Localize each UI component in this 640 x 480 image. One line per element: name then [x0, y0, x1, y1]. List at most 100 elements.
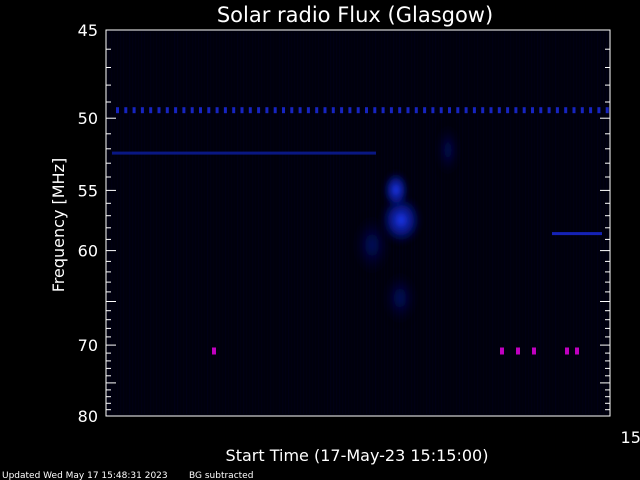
noise-stripe: [294, 32, 296, 414]
rfi-band: [298, 107, 302, 114]
rfi-band: [116, 107, 119, 114]
noise-stripe: [318, 32, 320, 414]
rfi-band: [539, 107, 543, 114]
rfi-band: [190, 107, 194, 114]
noise-stripe: [477, 32, 479, 414]
rfi-marker: [532, 347, 536, 355]
rfi-band: [232, 107, 236, 114]
rfi-band: [165, 107, 169, 114]
rfi-band: [398, 107, 402, 114]
noise-stripe: [336, 32, 338, 414]
noise-stripe: [444, 32, 446, 414]
burst-blob: [384, 272, 416, 324]
rfi-band: [564, 107, 568, 114]
noise-stripe: [498, 32, 500, 414]
rfi-band: [365, 107, 368, 114]
noise-stripe: [219, 32, 221, 414]
noise-stripe: [231, 32, 233, 414]
rfi-band: [572, 107, 576, 114]
noise-stripe: [441, 32, 443, 414]
rfi-band: [124, 107, 128, 114]
noise-stripe: [606, 32, 608, 414]
noise-stripe: [201, 32, 203, 414]
noise-stripe: [597, 32, 599, 414]
noise-stripe: [327, 32, 329, 414]
rfi-band: [497, 107, 501, 114]
noise-stripe: [162, 32, 164, 414]
noise-stripe: [174, 32, 176, 414]
rfi-band: [348, 107, 352, 114]
noise-stripe: [312, 32, 314, 414]
noise-stripe: [579, 32, 581, 414]
noise-stripe: [570, 32, 572, 414]
rfi-band: [199, 107, 202, 114]
rfi-band: [531, 107, 534, 114]
noise-stripe: [228, 32, 230, 414]
rfi-band: [472, 107, 476, 114]
rfi-band: [315, 107, 319, 114]
noise-stripe: [258, 32, 260, 414]
burst-blob: [354, 215, 390, 275]
plot-area: [106, 30, 610, 416]
noise-stripe: [426, 32, 428, 414]
noise-stripe: [582, 32, 584, 414]
rfi-band: [580, 107, 584, 114]
noise-stripe: [213, 32, 215, 414]
noise-stripe: [501, 32, 503, 414]
noise-stripe: [117, 32, 119, 414]
rfi-band: [597, 107, 601, 114]
noise-stripe: [189, 32, 191, 414]
rfi-band: [248, 107, 252, 114]
noise-stripe: [474, 32, 476, 414]
noise-stripe: [309, 32, 311, 414]
rfi-band: [140, 107, 144, 114]
chart-title: Solar radio Flux (Glasgow): [217, 3, 493, 27]
noise-stripe: [306, 32, 308, 414]
noise-stripe: [438, 32, 440, 414]
noise-stripe: [288, 32, 290, 414]
rfi-band: [282, 107, 285, 114]
noise-stripe: [114, 32, 116, 414]
noise-stripe: [282, 32, 284, 414]
rfi-band: [589, 107, 593, 114]
noise-stripe: [561, 32, 563, 414]
noise-stripe: [153, 32, 155, 414]
noise-stripe: [576, 32, 578, 414]
noise-stripe: [132, 32, 134, 414]
noise-stripe: [483, 32, 485, 414]
x-axis-label: Start Time (17-May-23 15:15:00): [226, 446, 489, 465]
noise-stripe: [564, 32, 566, 414]
x-tick-label: 15:16: [621, 428, 640, 447]
noise-stripe: [285, 32, 287, 414]
noise-stripe: [552, 32, 554, 414]
rfi-band: [448, 107, 451, 114]
noise-stripe: [480, 32, 482, 414]
y-tick-label: 60: [78, 242, 98, 261]
noise-stripe: [159, 32, 161, 414]
rfi-band: [306, 107, 310, 114]
noise-stripe: [534, 32, 536, 414]
noise-stripe: [516, 32, 518, 414]
noise-stripe: [246, 32, 248, 414]
noise-stripe: [315, 32, 317, 414]
y-axis-label: Frequency [MHz]: [49, 158, 68, 292]
rfi-band: [149, 107, 153, 114]
noise-stripe: [324, 32, 326, 414]
noise-stripe: [513, 32, 515, 414]
y-axis: 45 50 55 60 70 80: [78, 21, 610, 426]
noise-stripe: [138, 32, 140, 414]
noise-stripe: [504, 32, 506, 414]
rfi-marker: [565, 347, 569, 355]
rfi-band: [356, 107, 360, 114]
rfi-band: [605, 107, 609, 114]
rfi-band: [215, 107, 219, 114]
noise-stripe: [222, 32, 224, 414]
rfi-band: [414, 107, 418, 114]
rfi-band: [431, 107, 435, 114]
noise-stripe: [264, 32, 266, 414]
noise-stripe: [543, 32, 545, 414]
rfi-band: [489, 107, 493, 114]
noise-stripe: [225, 32, 227, 414]
noise-stripe: [537, 32, 539, 414]
rfi-band: [514, 107, 518, 114]
